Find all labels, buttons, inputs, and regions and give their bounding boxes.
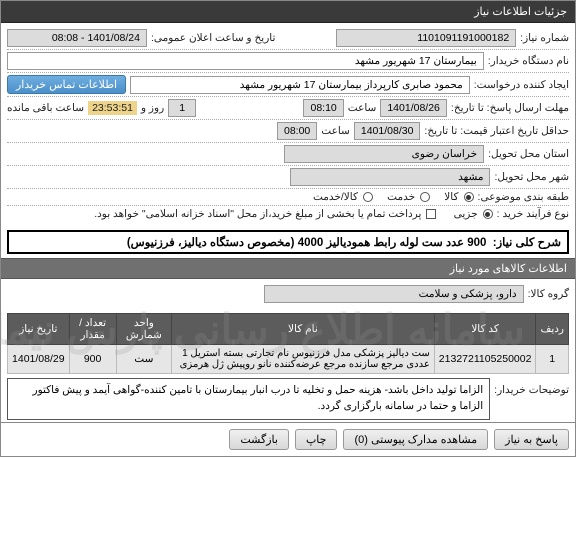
radio-goods-label: کالا: [444, 191, 458, 203]
radio-partial[interactable]: [483, 209, 493, 219]
radio-service-label: خدمت: [387, 191, 415, 203]
notes-label: توضیحات خریدار:: [494, 378, 569, 396]
contact-info-button[interactable]: اطلاعات تماس خریدار: [7, 75, 126, 94]
city-label: شهر محل تحویل:: [494, 171, 569, 183]
treasury-note: پرداخت تمام یا بخشی از مبلغ خرید،از محل …: [94, 208, 421, 220]
checkbox-treasury[interactable]: [426, 209, 436, 219]
goods-section-header: اطلاعات کالاهای مورد نیاز: [1, 258, 575, 279]
attachments-button[interactable]: مشاهده مدارک پیوستی (0): [343, 429, 488, 450]
table-header-cell: تعداد / مقدار: [69, 314, 116, 345]
notes-value: الزاما تولید داخل باشد- هزینه حمل و تخلی…: [7, 378, 490, 420]
buyer-label: نام دستگاه خریدار:: [488, 55, 569, 67]
need-title-label: شرح کلی نیاز:: [493, 237, 561, 249]
back-button[interactable]: بازگشت: [229, 429, 289, 450]
table-cell: 1: [536, 345, 569, 374]
validity-label: حداقل تاریخ اعتبار قیمت: تا تاریخ:: [424, 125, 569, 137]
days-remaining-value: 1: [168, 99, 196, 117]
items-table: ردیفکد کالانام کالاواحد شمارشتعداد / مقد…: [7, 313, 569, 374]
classification-label: طبقه بندی موضوعی:: [478, 191, 569, 203]
need-title-value: 900 عدد ست لوله رابط همودیالیز 4000 (مخص…: [127, 237, 487, 249]
table-header-cell: واحد شمارش: [116, 314, 171, 345]
table-header-cell: ردیف: [536, 314, 569, 345]
city-value: مشهد: [290, 168, 490, 186]
buy-type-label: نوع فرآیند خرید :: [497, 208, 569, 220]
reply-button[interactable]: پاسخ به نیاز: [494, 429, 569, 450]
req-no-value: 1101091191000182: [336, 29, 516, 47]
radio-goods[interactable]: [464, 192, 474, 202]
buyer-value: بیمارستان 17 شهریور مشهد: [7, 52, 484, 70]
radio-both[interactable]: [363, 192, 373, 202]
table-cell: 1401/08/29: [8, 345, 70, 374]
pub-datetime-value: 1401/08/24 - 08:08: [7, 29, 147, 47]
req-no-label: شماره نیاز:: [520, 32, 569, 44]
creator-value: محمود صابری کارپرداز بیمارستان 17 شهریور…: [130, 76, 470, 94]
province-label: استان محل تحویل:: [488, 148, 569, 160]
table-header-cell: کد کالا: [434, 314, 536, 345]
table-row: 12132721105250002ست دیالیز پزشکی مدل فرز…: [8, 345, 569, 374]
province-value: خراسان رضوی: [284, 145, 484, 163]
pub-datetime-label: تاریخ و ساعت اعلان عمومی:: [151, 32, 275, 44]
radio-both-label: کالا/خدمت: [313, 191, 358, 203]
table-cell: ست دیالیز پزشکی مدل فرزنیوس نام تجارتی ب…: [172, 345, 435, 374]
print-button[interactable]: چاپ: [295, 429, 338, 450]
time-remaining-value: 23:53:51: [88, 101, 137, 115]
validity-time-value: 08:00: [277, 122, 317, 140]
table-header-cell: تاریخ نیاز: [8, 314, 70, 345]
radio-service[interactable]: [420, 192, 430, 202]
panel-header: جزئیات اطلاعات نیاز: [1, 1, 575, 23]
response-time-label: ساعت: [348, 102, 377, 114]
goods-group-label: گروه کالا:: [528, 288, 569, 300]
response-time-value: 08:10: [303, 99, 343, 117]
validity-date-value: 1401/08/30: [354, 122, 421, 140]
radio-partial-label: جزیی: [454, 208, 478, 220]
table-cell: 2132721105250002: [434, 345, 536, 374]
table-header-cell: نام کالا: [172, 314, 435, 345]
time-remaining-label: ساعت باقی مانده: [7, 102, 84, 114]
response-deadline-label: مهلت ارسال پاسخ: تا تاریخ:: [451, 102, 569, 114]
goods-group-value: دارو، پزشکی و سلامت: [264, 285, 524, 303]
response-date-value: 1401/08/26: [380, 99, 447, 117]
creator-label: ایجاد کننده درخواست:: [474, 79, 569, 91]
table-cell: ست: [116, 345, 171, 374]
table-cell: 900: [69, 345, 116, 374]
days-remaining-label: روز و: [141, 102, 164, 114]
validity-time-label: ساعت: [321, 125, 350, 137]
